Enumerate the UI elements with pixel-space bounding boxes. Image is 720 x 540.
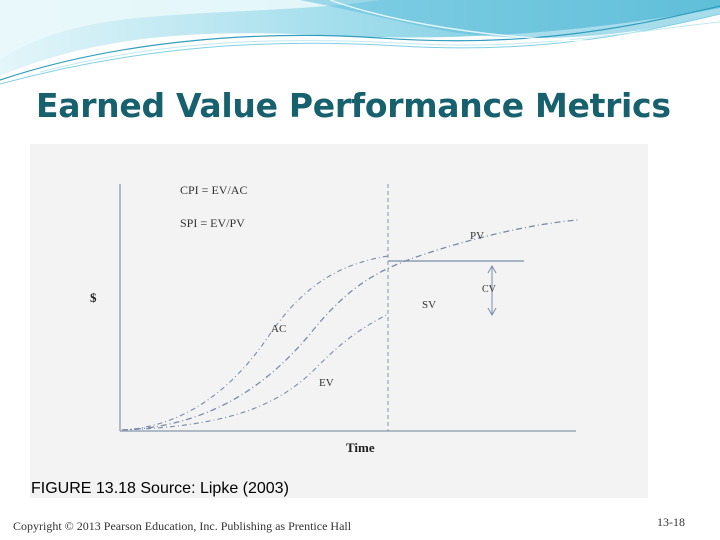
cv-label: CV <box>482 284 497 295</box>
earned-value-diagram: CPI = EV/AC SPI = EV/PV $ Time PV AC EV … <box>90 183 579 455</box>
slide-number: 13-18 <box>657 515 685 529</box>
cv-arrow-head-down <box>487 307 497 317</box>
pv-curve <box>121 219 579 431</box>
slide-title: Earned Value Performance Metrics <box>36 86 671 125</box>
ev-curve <box>121 313 389 431</box>
ev-label: EV <box>319 377 334 389</box>
ac-label: AC <box>271 323 286 335</box>
figure-caption: FIGURE 13.18 Source: Lipke (2003) <box>31 480 289 497</box>
decorative-header-banner <box>0 0 720 85</box>
y-axis-label: $ <box>90 290 97 305</box>
sv-label: SV <box>422 299 436 311</box>
pv-label: PV <box>470 230 484 242</box>
earned-value-figure: CPI = EV/AC SPI = EV/PV $ Time PV AC EV … <box>30 144 648 498</box>
ac-curve <box>121 255 389 431</box>
footer-copyright: Copyright © 2013 Pearson Education, Inc.… <box>13 519 352 533</box>
cpi-formula: CPI = EV/AC <box>180 183 247 197</box>
spi-formula: SPI = EV/PV <box>180 216 245 230</box>
cv-arrow-head-up <box>487 264 497 274</box>
x-axis-label: Time <box>346 440 375 455</box>
